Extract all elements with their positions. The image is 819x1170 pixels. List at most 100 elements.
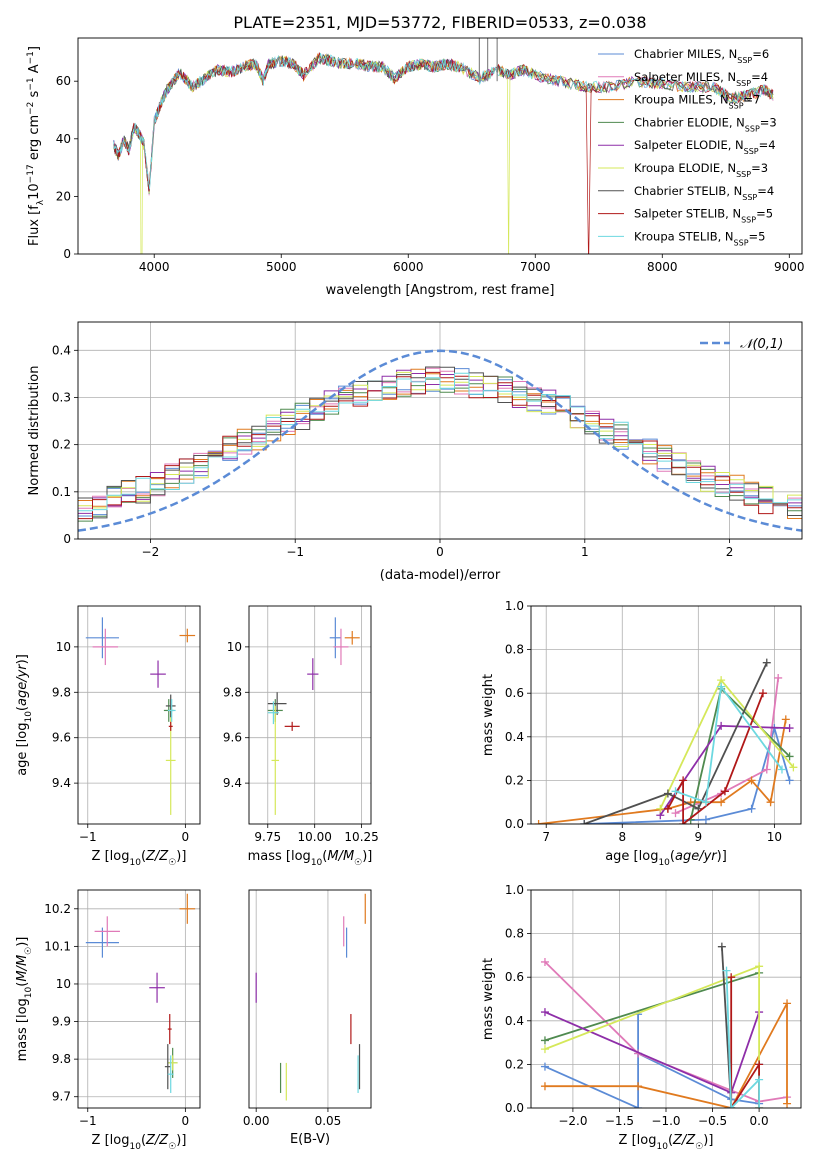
errorbar-point (94, 916, 120, 947)
y-tick-label: 0.6 (505, 970, 524, 984)
errorbar-point (179, 628, 196, 643)
weight-marker (663, 789, 672, 798)
errorbar-point (167, 1055, 174, 1093)
histogram-series-8 (78, 372, 802, 512)
weight-marker (747, 804, 756, 813)
weight-marker (722, 966, 731, 975)
legend-entry: Chabrier STELIB, NSSP=4 (634, 184, 774, 202)
errorbar-point (85, 617, 119, 659)
y-tick-label: 9.7 (52, 1090, 71, 1104)
spectrum-xlabel: wavelength [Angstrom, rest frame] (326, 283, 555, 298)
weight-marker (540, 1082, 549, 1091)
weight-marker (679, 776, 688, 785)
age_vs_metallicity-errorbars (85, 617, 196, 815)
weight-marker (727, 1104, 736, 1108)
errorbar-point (284, 721, 300, 731)
x-tick-label: 9000 (774, 260, 805, 274)
x-tick-label: 10.25 (344, 830, 378, 844)
mass_weight_vs_age-frame (530, 605, 802, 825)
weight-z-xlabel: Z [log10(Z/Z☉)] (619, 1133, 714, 1152)
spectrum-axes: 4000 5000 6000 7000 8000 9000 0 20 40 60 (56, 74, 805, 274)
legend-entry: 𝒩(0,1) (740, 337, 783, 352)
y-tick-label: 0.2 (505, 773, 524, 787)
errorbar-point (179, 893, 196, 924)
age-mass-xlabel: mass [log10(M/M☉)] (248, 849, 373, 868)
weight-series-2 (545, 1002, 788, 1108)
weight-age-xlabel: age [log10(age/yr)] (605, 849, 727, 868)
weight-marker (783, 999, 792, 1008)
weight-marker (679, 820, 688, 824)
x-tick-label: 8000 (647, 260, 678, 274)
weight-marker (540, 1062, 549, 1071)
weight-marker (663, 804, 672, 813)
y-tick-label: 0.6 (505, 686, 524, 700)
weight-marker (671, 809, 680, 818)
errorbar-point (165, 694, 176, 718)
x-tick-label: 0.0 (750, 1114, 769, 1128)
weight-series-8 (675, 684, 783, 804)
y-tick-label: 0.2 (52, 438, 71, 452)
errorbar-point (271, 705, 280, 815)
residuals-xlabel: (data-model)/error (380, 568, 501, 583)
y-tick-label: 40 (56, 132, 71, 146)
spectrum-legend: Chabrier MILES, NSSP=6 Salpeter MILES, NS… (598, 47, 777, 247)
legend-entry: Kroupa MILES, NSSP=7 (634, 93, 760, 111)
mass_vs_metallicity-frame (77, 889, 201, 1109)
x-tick-label: 9 (695, 830, 703, 844)
weight-marker (580, 820, 589, 824)
x-tick-label: 9.75 (254, 830, 281, 844)
x-tick-label: 10.00 (298, 830, 332, 844)
histogram-series-6 (78, 366, 802, 519)
errorbar-point (333, 628, 349, 666)
mass_vs_extinction-frame (248, 889, 372, 1109)
age_vs_metallicity-axes: −1 0 9.4 9.6 9.8 10 (52, 606, 200, 844)
errorbar-point (329, 617, 341, 659)
weight-marker (755, 1075, 764, 1084)
weight-marker (634, 1082, 643, 1091)
y-tick-label: 0.8 (505, 927, 524, 941)
x-tick-label: −1 (79, 830, 97, 844)
errorbar-point (167, 1055, 178, 1071)
weight-marker (766, 798, 775, 807)
x-tick-label: −0.5 (698, 1114, 727, 1128)
x-tick-label: 7 (542, 830, 550, 844)
x-tick-label: 6000 (393, 260, 424, 274)
legend-entry: Kroupa ELODIE, NSSP=3 (634, 161, 768, 179)
weight-series-1 (675, 677, 780, 814)
x-tick-label: 10 (767, 830, 782, 844)
mass_weight_vs_age-lines (534, 658, 798, 824)
legend-entry: Salpeter STELIB, NSSP=5 (634, 207, 773, 225)
x-tick-label: 0 (436, 545, 444, 559)
y-tick-label: 0.4 (52, 343, 71, 357)
x-tick-label: −2 (142, 545, 160, 559)
legend-entry: Salpeter ELODIE, NSSP=4 (634, 138, 776, 156)
y-tick-label: 1.0 (505, 883, 524, 897)
mass_weight_vs_metallicity-frame (530, 889, 802, 1109)
errorbar-point (85, 927, 119, 958)
x-tick-label: 7000 (520, 260, 551, 274)
mass_vs_extinction-errorbars (255, 893, 366, 1101)
weight-marker (671, 787, 680, 796)
y-tick-label: 0.8 (505, 643, 524, 657)
legend-entry: Chabrier MILES, NSSP=6 (634, 47, 769, 65)
weight-marker (755, 1104, 764, 1108)
y-tick-label: 9.8 (223, 685, 242, 699)
weight-marker (717, 798, 726, 807)
y-tick-label: 0.4 (505, 1014, 524, 1028)
age_vs_mass-frame (248, 605, 372, 825)
x-tick-label: −1.0 (651, 1114, 680, 1128)
y-tick-label: 0.0 (505, 1101, 524, 1115)
y-tick-label: 9.9 (52, 1015, 71, 1029)
mass-ylabel: mass [log10(M/M☉)] (15, 937, 34, 1062)
x-tick-label: 0.05 (315, 1114, 342, 1128)
y-tick-label: 9.6 (52, 731, 71, 745)
weight-marker (634, 1104, 643, 1108)
y-tick-label: 10.2 (44, 902, 71, 916)
spectrum-lines (113, 38, 774, 254)
age_vs_metallicity-frame (77, 605, 201, 825)
errorbar-point (149, 972, 165, 1003)
weight-marker (755, 1060, 764, 1069)
weight-marker (701, 798, 710, 807)
y-tick-label: 9.4 (223, 776, 242, 790)
weight-marker (783, 1099, 792, 1108)
